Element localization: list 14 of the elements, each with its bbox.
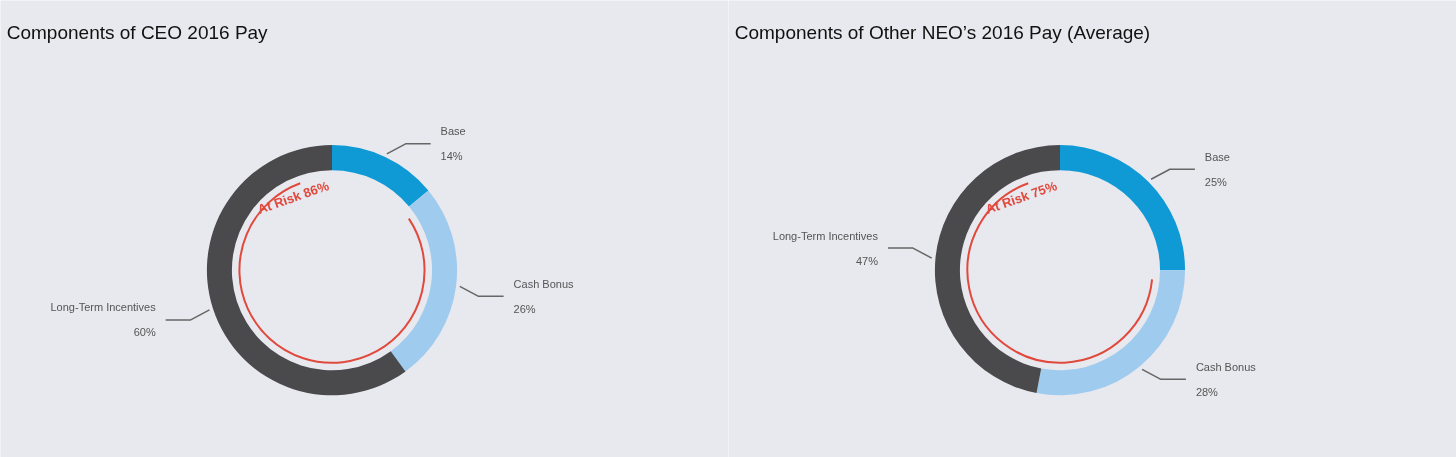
data-label: 28%	[1195, 385, 1219, 398]
slice-label: Cash Bonus	[1195, 360, 1257, 373]
data-label: 47%	[855, 254, 879, 267]
data-label: 14%	[440, 150, 463, 163]
slice-label: Base	[1204, 150, 1230, 163]
slice-label: Long-Term Incentives	[772, 229, 879, 242]
chart-title: Components of CEO 2016 Pay	[6, 22, 269, 44]
slice-label: Long-Term Incentives	[50, 301, 157, 314]
data-label: 25%	[1204, 175, 1228, 188]
data-label: 26%	[513, 302, 536, 315]
data-label: 60%	[133, 326, 156, 339]
slice-label: Cash Bonus	[513, 277, 575, 290]
chart-title: Components of Other NEO’s 2016 Pay (Average)	[734, 22, 1151, 44]
slice-label: Base	[440, 125, 466, 138]
